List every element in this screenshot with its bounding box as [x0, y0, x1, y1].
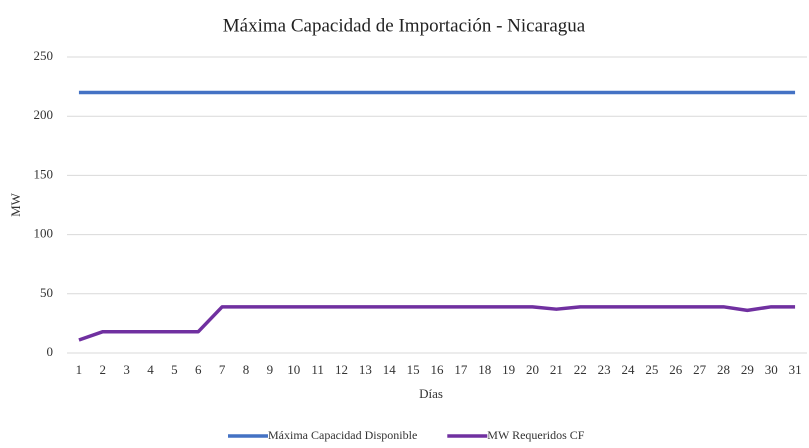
x-tick-label: 18 [478, 362, 491, 377]
x-tick-label: 7 [219, 362, 226, 377]
x-tick-label: 12 [335, 362, 348, 377]
y-axis-label: MW [8, 192, 23, 217]
x-tick-label: 31 [789, 362, 802, 377]
x-tick-label: 22 [574, 362, 587, 377]
x-tick-label: 16 [431, 362, 445, 377]
x-tick-label: 24 [621, 362, 635, 377]
chart-title: Máxima Capacidad de Importación - Nicara… [223, 15, 586, 36]
x-tick-label: 15 [407, 362, 420, 377]
x-tick-label: 6 [195, 362, 202, 377]
x-tick-label: 17 [454, 362, 468, 377]
legend-label: MW Requeridos CF [487, 428, 584, 442]
x-tick-label: 19 [502, 362, 515, 377]
y-tick-label: 200 [34, 107, 54, 122]
x-tick-label: 9 [267, 362, 274, 377]
x-tick-label: 20 [526, 362, 539, 377]
x-tick-label: 8 [243, 362, 250, 377]
x-tick-label: 1 [76, 362, 83, 377]
x-tick-label: 10 [287, 362, 300, 377]
x-tick-label: 28 [717, 362, 730, 377]
x-tick-label: 4 [147, 362, 154, 377]
y-tick-label: 0 [47, 344, 54, 359]
x-tick-label: 11 [311, 362, 324, 377]
y-tick-label: 150 [34, 166, 54, 181]
y-tick-label: 50 [40, 285, 53, 300]
y-tick-label: 100 [34, 226, 54, 241]
legend-label: Máxima Capacidad Disponible [268, 428, 417, 442]
x-tick-label: 5 [171, 362, 178, 377]
x-tick-label: 21 [550, 362, 563, 377]
x-tick-label: 13 [359, 362, 372, 377]
x-axis-label: Días [419, 386, 443, 401]
x-tick-label: 27 [693, 362, 707, 377]
x-tick-label: 14 [383, 362, 397, 377]
x-tick-label: 30 [765, 362, 778, 377]
data-line [78, 305, 796, 342]
x-tick-label: 3 [123, 362, 130, 377]
x-tick-label: 26 [669, 362, 683, 377]
x-tick-label: 2 [100, 362, 107, 377]
x-tick-label: 25 [645, 362, 658, 377]
y-tick-label: 250 [34, 48, 54, 63]
x-tick-label: 29 [741, 362, 754, 377]
x-tick-label: 23 [598, 362, 611, 377]
